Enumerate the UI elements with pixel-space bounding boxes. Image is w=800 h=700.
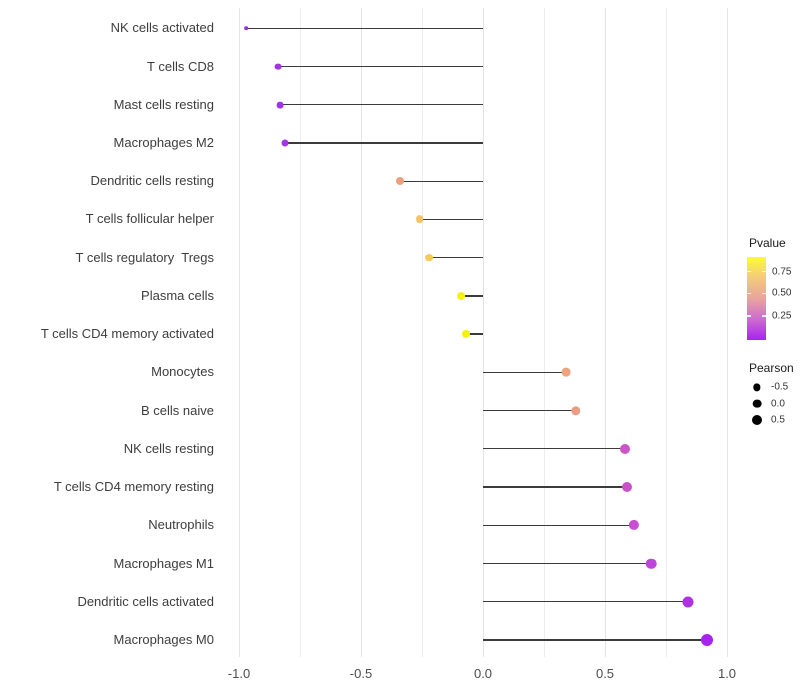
stem-line [246, 27, 483, 29]
lollipop-dot [561, 367, 571, 377]
y-axis-label: T cells follicular helper [85, 211, 214, 227]
lollipop-dot [646, 558, 657, 569]
gridline [422, 8, 423, 657]
lollipop-dot [701, 633, 714, 646]
y-axis-label: Neutrophils [148, 517, 214, 533]
stem-line [280, 104, 483, 106]
pearson-legend-dot [753, 383, 761, 391]
gridline [544, 8, 545, 657]
colorbar-tick-label: 0.50 [772, 287, 792, 299]
stem-line [483, 601, 688, 603]
x-axis-tick-label: 0.5 [595, 666, 615, 681]
y-axis-label: T cells CD4 memory activated [40, 326, 214, 342]
colorbar-tick [747, 315, 751, 317]
lollipop-dot [281, 139, 289, 147]
pearson-legend-label: 0.0 [771, 398, 785, 410]
lollipop-dot [682, 596, 694, 608]
x-axis-tick-label: 0.0 [473, 666, 493, 681]
colorbar-tick [762, 315, 766, 317]
y-axis-label: NK cells resting [123, 440, 214, 456]
lollipop-dot [277, 101, 284, 109]
stem-line [461, 295, 483, 297]
lollipop-dot [629, 520, 640, 531]
gridline [361, 8, 362, 657]
stem-line [483, 371, 566, 374]
gridline [727, 8, 728, 657]
colorbar-tick-label: 0.75 [772, 266, 792, 278]
lollipop-dot [396, 177, 405, 186]
y-axis-label: Dendritic cells resting [90, 173, 214, 189]
stem-line [483, 409, 576, 412]
y-axis-label: T cells CD8 [147, 58, 214, 74]
lollipop-dot [244, 26, 249, 31]
y-axis-label: Macrophages M2 [113, 134, 214, 150]
lollipop-dot [425, 253, 434, 262]
colorbar-tick [747, 270, 751, 273]
pearson-legend-title: Pearson [749, 361, 794, 375]
colorbar-tick [762, 292, 766, 295]
pearson-legend-dot [752, 399, 762, 409]
lollipop-dot [274, 63, 282, 70]
y-axis-label: Plasma cells [141, 287, 214, 303]
x-axis-tick-label: -1.0 [227, 666, 251, 681]
stem-line [400, 180, 483, 182]
gridline [605, 8, 606, 657]
stem-line [278, 65, 483, 68]
gridline [666, 8, 667, 657]
x-axis-tick-label: -0.5 [349, 666, 373, 681]
gridline [483, 8, 484, 657]
stem-line [483, 486, 627, 488]
pearson-legend-label: 0.5 [771, 414, 785, 426]
stem-line [465, 333, 483, 335]
y-axis-label: Macrophages M0 [113, 631, 214, 647]
gridline [300, 8, 301, 657]
y-axis-label: Dendritic cells activated [77, 593, 214, 609]
y-axis-label: NK cells activated [110, 20, 214, 36]
gridline [239, 8, 240, 657]
lollipop-dot [415, 215, 424, 224]
stem-line [419, 218, 483, 221]
y-axis-label: T cells CD4 memory resting [53, 479, 214, 495]
pearson-legend-label: -0.5 [771, 381, 789, 393]
colorbar-tick [747, 292, 751, 295]
lollipop-dot [461, 330, 470, 339]
pvalue-colorbar [747, 257, 766, 340]
stem-line [285, 142, 483, 144]
x-axis-tick-label: 1.0 [717, 666, 737, 681]
y-axis-label: T cells regulatory Tregs [75, 249, 214, 265]
lollipop-dot [571, 405, 581, 416]
pearson-legend-dot [752, 415, 762, 426]
lollipop-dot [619, 443, 630, 454]
pvalue-legend-title: Pvalue [749, 236, 786, 250]
colorbar-tick-label: 0.25 [772, 310, 792, 322]
y-axis-label: Monocytes [151, 364, 214, 380]
stem-line [483, 562, 652, 565]
stem-line [483, 639, 708, 641]
y-axis-label: B cells naive [141, 402, 214, 418]
stem-line [483, 524, 635, 526]
y-axis-label: Mast cells resting [113, 96, 214, 112]
lollipop-dot [457, 292, 465, 300]
lollipop-dot [621, 482, 632, 493]
stem-line [483, 448, 625, 450]
colorbar-tick [762, 270, 766, 273]
stem-line [429, 257, 483, 259]
y-axis-label: Macrophages M1 [113, 555, 214, 571]
